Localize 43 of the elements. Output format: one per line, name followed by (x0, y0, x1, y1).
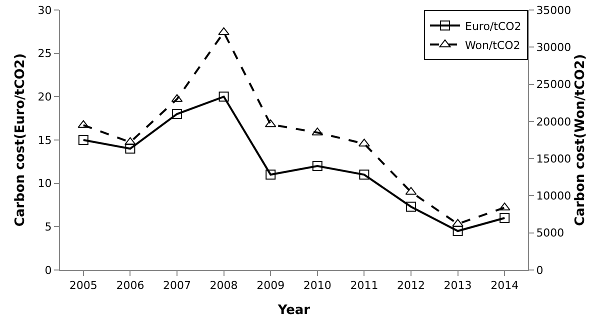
point (266, 170, 276, 180)
y-tick-label: 25 (38, 47, 52, 60)
point (406, 202, 416, 212)
x-tick-label: 2006 (116, 279, 144, 292)
y2-tick-label: 25000 (536, 78, 572, 92)
point (359, 170, 370, 180)
y-tick-label: 15 (38, 134, 52, 147)
point (172, 109, 182, 119)
point (218, 92, 229, 102)
y-tick-label: 0 (44, 264, 52, 277)
point (312, 161, 322, 171)
x-tick-label: 2009 (256, 279, 285, 292)
y2-tick-label: 35000 (536, 4, 572, 17)
x-tick-label: 2008 (210, 279, 238, 292)
y-tick-label: 20 (38, 90, 52, 104)
x-axis-title: Year (276, 303, 311, 318)
y2-tick-label: 15000 (536, 152, 572, 166)
x-tick-label: 2013 (444, 279, 472, 292)
point (452, 226, 463, 236)
point (264, 119, 276, 128)
y2-tick-label: 0 (536, 264, 544, 277)
x-tick-label: 2014 (490, 279, 519, 292)
y2-axis-title: Carbon cost(Won/tCO2) (573, 54, 588, 226)
point (452, 218, 464, 227)
x-tick-label: 2005 (69, 279, 98, 292)
point (78, 135, 88, 145)
legend-label: Euro/tCO2 (465, 20, 522, 33)
y2-tick-label: 30000 (536, 40, 572, 54)
x-tick-label: 2012 (397, 279, 425, 292)
y-tick-label: 10 (38, 177, 52, 190)
point (125, 144, 136, 154)
point (500, 213, 510, 223)
y2-tick-label: 20000 (536, 115, 572, 128)
y2-tick-label: 5000 (536, 226, 564, 240)
legend-label: Won/tCO2 (465, 38, 520, 52)
point (218, 27, 230, 36)
x-tick-label: 2011 (350, 279, 378, 292)
y-tick-label: 30 (38, 4, 52, 17)
x-tick-label: 2010 (303, 279, 332, 292)
y-tick-label: 5 (44, 220, 52, 234)
x-tick-label: 2007 (163, 279, 191, 292)
y2-tick-label: 10000 (536, 190, 572, 203)
y-axis-title: Carbon cost(Euro/tCO2) (13, 53, 28, 227)
